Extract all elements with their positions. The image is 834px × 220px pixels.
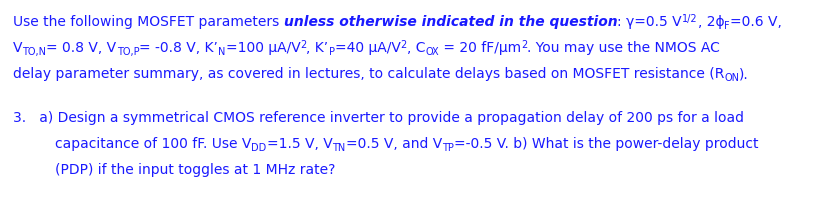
Text: =100 μA/V: =100 μA/V [225, 41, 300, 55]
Text: 2: 2 [521, 40, 527, 50]
Text: , K’: , K’ [307, 41, 329, 55]
Text: N: N [219, 47, 225, 57]
Text: V: V [13, 41, 23, 55]
Text: , 2ϕ: , 2ϕ [697, 15, 724, 29]
Text: P: P [329, 47, 334, 57]
Text: unless otherwise indicated in the question: unless otherwise indicated in the questi… [284, 15, 617, 29]
Text: =1.5 V, V: =1.5 V, V [267, 137, 333, 151]
Text: 2: 2 [400, 40, 407, 50]
Text: = -0.8 V, K’: = -0.8 V, K’ [139, 41, 219, 55]
Text: =40 μA/V: =40 μA/V [334, 41, 400, 55]
Text: = 0.8 V, V: = 0.8 V, V [47, 41, 117, 55]
Text: 3.   a) Design a symmetrical CMOS reference inverter to provide a propagation de: 3. a) Design a symmetrical CMOS referenc… [13, 111, 744, 125]
Text: F: F [724, 21, 730, 31]
Text: OX: OX [425, 47, 439, 57]
Text: DD: DD [251, 143, 267, 153]
Text: . You may use the NMOS AC: . You may use the NMOS AC [527, 41, 720, 55]
Text: TO,P: TO,P [117, 47, 139, 57]
Text: 1/2: 1/2 [682, 14, 697, 24]
Text: =0.6 V,: =0.6 V, [730, 15, 781, 29]
Text: 2: 2 [300, 40, 307, 50]
Text: capacitance of 100 fF. Use V: capacitance of 100 fF. Use V [55, 137, 251, 151]
Text: =-0.5 V. b) What is the power-delay product: =-0.5 V. b) What is the power-delay prod… [454, 137, 758, 151]
Text: TP: TP [442, 143, 454, 153]
Text: TN: TN [333, 143, 345, 153]
Text: TO,N: TO,N [23, 47, 47, 57]
Text: ON: ON [725, 73, 740, 83]
Text: = 20 fF/μm: = 20 fF/μm [439, 41, 521, 55]
Text: Use the following MOSFET parameters: Use the following MOSFET parameters [13, 15, 284, 29]
Text: : γ=0.5 V: : γ=0.5 V [617, 15, 682, 29]
Text: , C: , C [407, 41, 425, 55]
Text: delay parameter summary, as covered in lectures, to calculate delays based on MO: delay parameter summary, as covered in l… [13, 67, 725, 81]
Text: =0.5 V, and V: =0.5 V, and V [345, 137, 442, 151]
Text: ).: ). [740, 67, 749, 81]
Text: (PDP) if the input toggles at 1 MHz rate?: (PDP) if the input toggles at 1 MHz rate… [55, 163, 335, 177]
